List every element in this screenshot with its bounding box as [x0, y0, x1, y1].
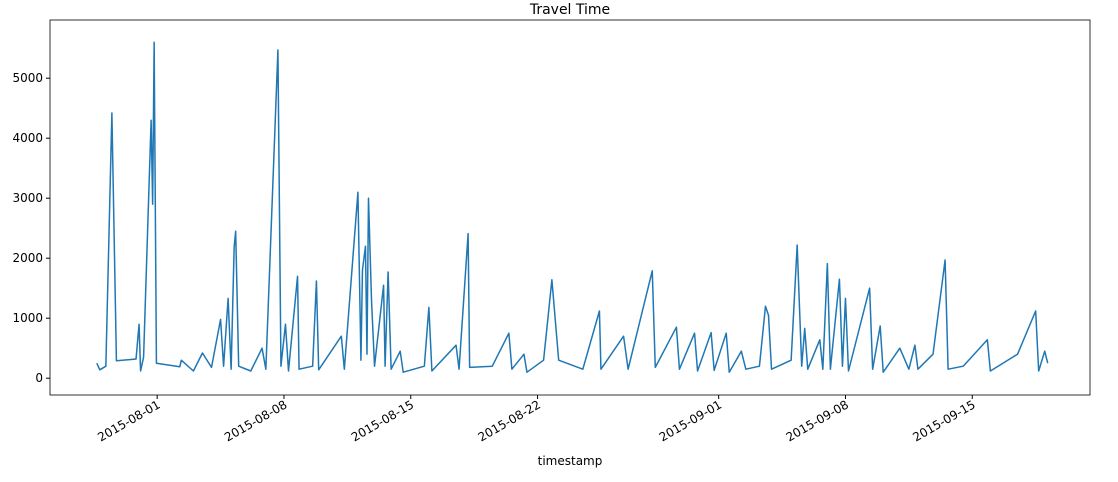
y-tick-label: 3000 [12, 191, 43, 205]
x-tick-label: 2015-08-22 [476, 397, 543, 444]
y-tick-label: 1000 [12, 311, 43, 325]
plot-frame [49, 19, 1091, 396]
data-line [96, 41, 1049, 373]
x-tick-label: 2015-09-08 [784, 397, 851, 444]
y-tick-label: 0 [35, 371, 43, 385]
x-tick-label: 2015-08-08 [222, 397, 289, 444]
x-axis-label: timestamp [538, 454, 603, 468]
x-tick-label: 2015-08-15 [349, 397, 416, 444]
x-tick-label: 2015-09-01 [657, 397, 724, 444]
y-tick-label: 2000 [12, 251, 43, 265]
x-tick-label: 2015-08-01 [95, 397, 162, 444]
x-tick-label: 2015-09-15 [910, 397, 977, 444]
y-tick-label: 4000 [12, 131, 43, 145]
chart-title: Travel Time [529, 2, 610, 18]
y-tick-label: 5000 [12, 71, 43, 85]
